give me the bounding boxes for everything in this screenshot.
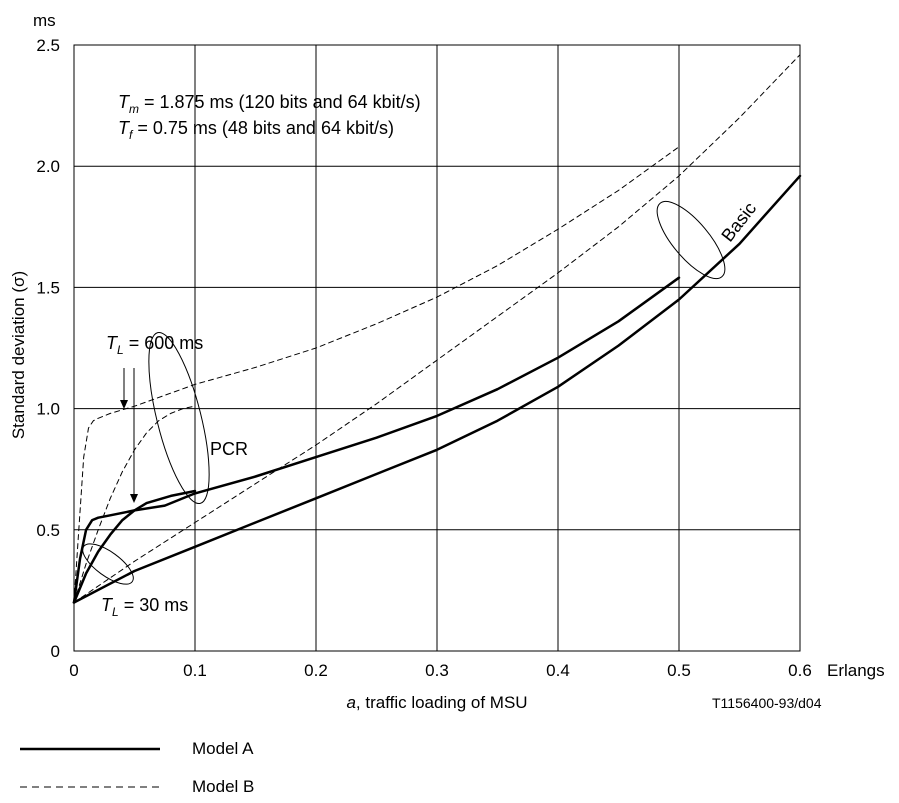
annotation-tf-rest: = 0.75 ms (48 bits and 64 kbit/s)	[132, 118, 394, 138]
plot-frame	[73, 44, 801, 652]
x-axis-title-var: a	[346, 693, 355, 712]
x-unit-label: Erlangs	[827, 661, 885, 680]
x-tick-label: 0.4	[546, 661, 570, 680]
annotation-tl600: TL = 600 ms	[106, 333, 203, 357]
x-axis-title-rest: , traffic loading of MSU	[356, 693, 528, 712]
chart-grid	[74, 45, 800, 651]
figure-code: T1156400-93/d04	[712, 695, 822, 711]
y-tick-label: 2.0	[36, 157, 60, 176]
chart-series	[72, 54, 802, 604]
series-line-2	[72, 489, 197, 604]
annotation-tl30: TL = 30 ms	[101, 595, 188, 619]
tl600-arrowhead-b	[130, 494, 138, 503]
y-axis-title: Standard deviation (σ)	[9, 271, 28, 439]
y-tick-label: 0.5	[36, 521, 60, 540]
tl600-arrows	[120, 368, 138, 503]
annotation-tm-var: T	[118, 92, 131, 112]
legend-label-model-a: Model A	[192, 739, 254, 758]
x-tick-label: 0.6	[788, 661, 812, 680]
annotation-tl30-sub: L	[112, 605, 119, 619]
x-tick-label: 0	[69, 661, 78, 680]
tl600-arrowhead-a	[120, 400, 128, 409]
legend: Model A Model B	[20, 739, 254, 796]
annotation-tl600-var: T	[106, 333, 119, 353]
y-tick-label: 2.5	[36, 36, 60, 55]
annotation-tf-var: T	[118, 118, 131, 138]
series-line-3	[73, 54, 801, 603]
x-axis-title: a, traffic loading of MSU	[346, 693, 527, 712]
y-tick-label: 1.0	[36, 400, 60, 419]
annotation-basic: Basic	[717, 198, 760, 245]
basic-bracket	[656, 200, 726, 280]
y-unit-label: ms	[33, 11, 56, 30]
annotation-tf: Tf = 0.75 ms (48 bits and 64 kbit/s)	[118, 118, 394, 142]
annotation-pcr: PCR	[210, 439, 248, 459]
annotation-tl30-var: T	[101, 595, 114, 615]
annotation-tm-rest: = 1.875 ms (120 bits and 64 kbit/s)	[139, 92, 421, 112]
series-line-0	[72, 174, 802, 604]
series-line-1	[72, 276, 681, 604]
series-line-4	[73, 146, 680, 603]
x-tick-label: 0.3	[425, 661, 449, 680]
annotation-tm-sub: m	[129, 102, 139, 116]
y-tick-label: 1.5	[36, 278, 60, 297]
annotation-tl600-sub: L	[117, 343, 124, 357]
pcr-30-bracket	[82, 543, 134, 585]
annotation-tf-sub: f	[129, 128, 134, 142]
pcr-600-bracket	[148, 331, 210, 505]
x-tick-label: 0.1	[183, 661, 207, 680]
legend-label-model-b: Model B	[192, 777, 254, 796]
y-tick-label: 0	[51, 642, 60, 661]
axis-ticks: 0 0.1 0.2 0.3 0.4 0.5 0.6 0 0.5 1.0 1.5 2.0 2.5	[36, 36, 811, 680]
x-tick-label: 0.5	[667, 661, 691, 680]
annotation-tl600-rest: = 600 ms	[124, 333, 204, 353]
x-tick-label: 0.2	[304, 661, 328, 680]
annotation-tm: Tm = 1.875 ms (120 bits and 64 kbit/s)	[118, 92, 421, 116]
annotation-tl30-rest: = 30 ms	[119, 595, 189, 615]
